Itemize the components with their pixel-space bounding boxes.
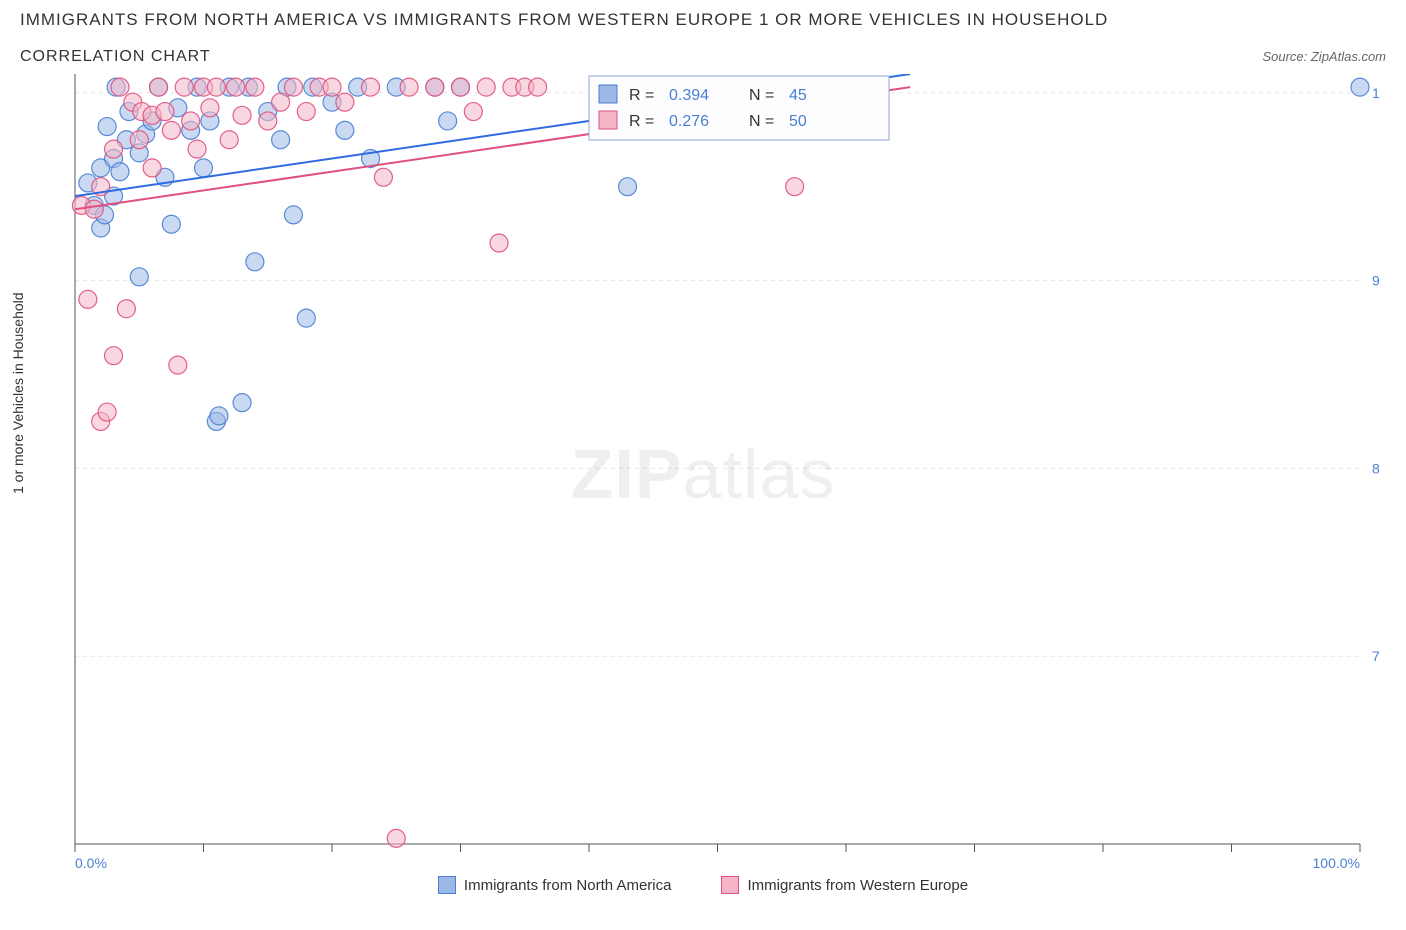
chart-main-title: IMMIGRANTS FROM NORTH AMERICA VS IMMIGRA…: [20, 10, 1386, 30]
legend-item-western-europe: Immigrants from Western Europe: [721, 876, 968, 894]
legend-label: Immigrants from Western Europe: [747, 877, 968, 894]
svg-text:80.0%: 80.0%: [1372, 460, 1380, 476]
svg-text:0.394: 0.394: [669, 87, 709, 104]
legend-swatch-icon: [721, 876, 739, 894]
svg-text:100.0%: 100.0%: [1313, 855, 1360, 871]
svg-text:45: 45: [789, 87, 807, 104]
legend-label: Immigrants from North America: [464, 877, 672, 894]
bottom-legend: Immigrants from North America Immigrants…: [20, 876, 1386, 894]
svg-text:0.276: 0.276: [669, 113, 709, 130]
chart-subtitle: CORRELATION CHART: [20, 48, 211, 66]
svg-text:N =: N =: [749, 113, 774, 130]
svg-text:0.0%: 0.0%: [75, 855, 107, 871]
legend-item-north-america: Immigrants from North America: [438, 876, 672, 894]
chart-source-label: Source: ZipAtlas.com: [1262, 49, 1386, 64]
svg-text:70.0%: 70.0%: [1372, 648, 1380, 664]
y-axis-label: 1 or more Vehicles in Household: [10, 292, 26, 494]
svg-text:R =: R =: [629, 87, 654, 104]
chart-area: 1 or more Vehicles in Household 0.0%100.…: [20, 74, 1386, 874]
svg-text:R =: R =: [629, 113, 654, 130]
svg-text:50: 50: [789, 113, 807, 130]
svg-text:100.0%: 100.0%: [1372, 85, 1380, 101]
legend-swatch-icon: [438, 876, 456, 894]
svg-text:90.0%: 90.0%: [1372, 273, 1380, 289]
scatter-chart-svg: 0.0% 100.0% 70.0% 80.0% 90.0% 100.0% R = 0.394 N…: [20, 74, 1380, 874]
svg-text:N =: N =: [749, 87, 774, 104]
